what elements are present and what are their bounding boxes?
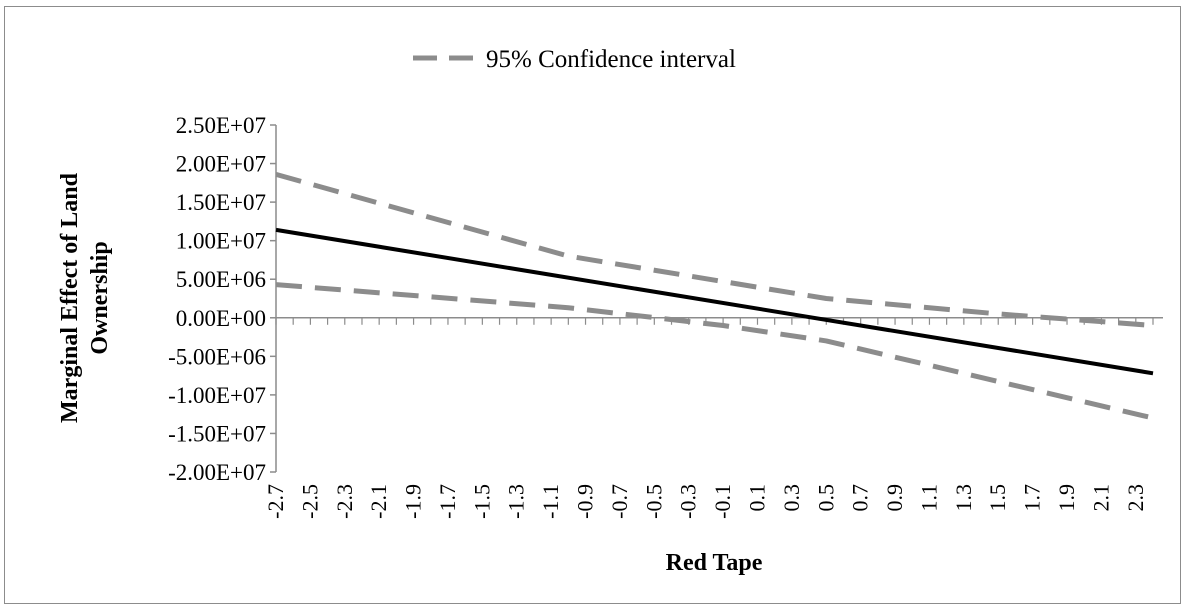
y-tick-label: 2.00E+07 [176, 152, 266, 177]
x-tick-label: -0.9 [573, 484, 598, 519]
y-tick-label: -1.50E+07 [168, 421, 266, 446]
x-tick-label: 1.5 [985, 484, 1010, 512]
x-tick-label: 0.3 [779, 484, 804, 512]
x-tick-label: 2.1 [1088, 484, 1113, 512]
x-tick-label: -1.5 [469, 484, 494, 519]
x-tick-label: -0.1 [710, 484, 735, 519]
x-tick-label: 1.1 [916, 484, 941, 512]
x-tick-label: 1.9 [1054, 484, 1079, 512]
chart-frame: 95% Confidence interval 2.50E+07 2.00E+07… [4, 6, 1181, 604]
x-tick-label: 2.3 [1123, 484, 1148, 512]
x-tick-label: -0.7 [607, 484, 632, 519]
legend: 95% Confidence interval [413, 46, 736, 73]
y-tick-label: 5.00E+06 [176, 267, 266, 292]
x-tick-label: -1.3 [504, 484, 529, 519]
x-tick-label: 0.1 [744, 484, 769, 512]
x-tick-label: -0.3 [676, 484, 701, 519]
x-tick-label: 0.9 [882, 484, 907, 512]
x-axis-tick-labels: -2.7 -2.5 -2.3 -2.1 -1.9 -1.7 -1.5 -1.3 -1.1 -0.9… [263, 484, 1148, 519]
confidence-interval-lower-line [275, 282, 1154, 421]
y-tick-label: -5.00E+06 [168, 344, 266, 369]
x-tick-label: -1.9 [401, 484, 426, 519]
confidence-interval-upper-line [275, 171, 1154, 328]
x-tick-label: -1.7 [435, 484, 460, 519]
x-tick-label: -0.5 [641, 484, 666, 519]
y-tick-label: 2.50E+07 [176, 113, 266, 138]
y-axis-tick-labels: 2.50E+07 2.00E+07 1.50E+07 1.00E+07 5.00E+06… [168, 113, 266, 485]
y-tick-label: 0.00E+00 [176, 306, 266, 331]
x-tick-label: 1.3 [951, 484, 976, 512]
y-tick-label: 1.00E+07 [176, 229, 266, 254]
x-tick-label: 0.7 [848, 484, 873, 512]
x-tick-label: -2.1 [366, 484, 391, 519]
y-tick-label: 1.50E+07 [176, 190, 266, 215]
x-tick-label: -1.1 [538, 484, 563, 519]
x-axis-title: Red Tape [666, 550, 763, 576]
x-tick-label: -2.7 [263, 484, 288, 519]
plot-area [270, 124, 1163, 473]
x-tick-label: -2.3 [332, 484, 357, 519]
y-axis-title-line-1: Marginal Effect of Land [57, 172, 83, 423]
x-tick-label: 1.7 [1020, 484, 1045, 512]
legend-label-confidence-interval: 95% Confidence interval [486, 46, 736, 73]
y-tick-label: -1.00E+07 [168, 383, 266, 408]
y-axis-title-line-2: Ownership [87, 241, 113, 354]
x-tick-label: 0.5 [813, 484, 838, 512]
y-tick-label: -2.00E+07 [168, 460, 266, 485]
chart-canvas: 95% Confidence interval 2.50E+07 2.00E+07… [57, 46, 1163, 576]
marginal-effect-line [275, 227, 1154, 376]
x-tick-label: -2.5 [297, 484, 322, 519]
